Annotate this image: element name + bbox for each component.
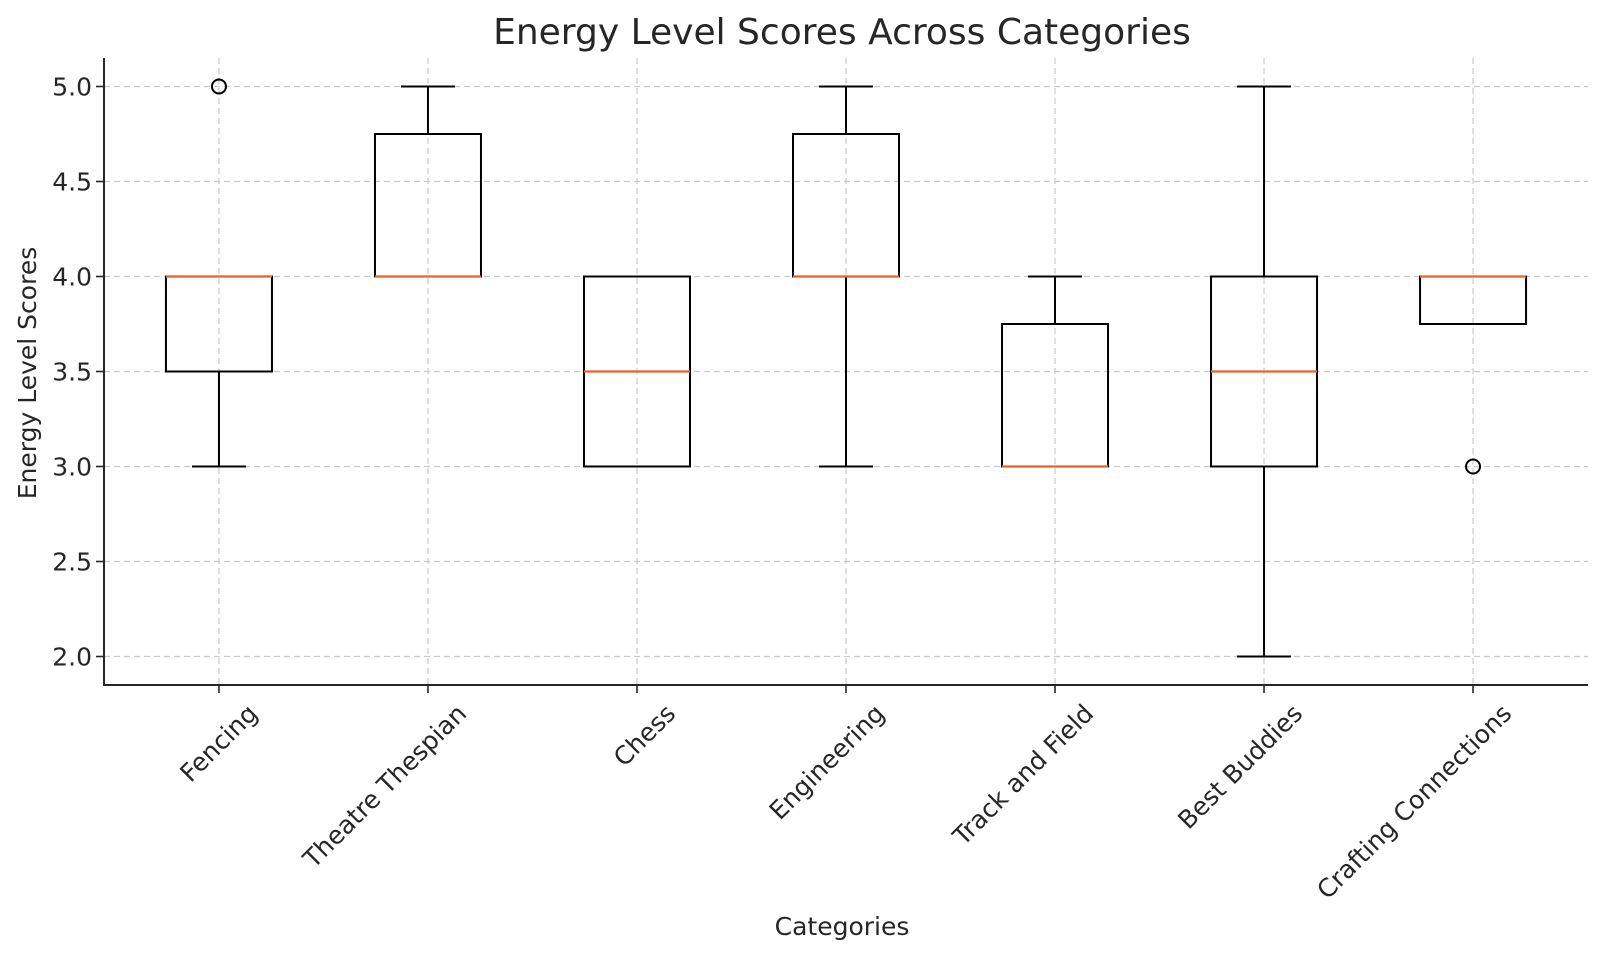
y-tick-label: 4.5 [52,168,92,197]
x-tick-label: Theatre Thespian [297,699,472,874]
y-tick-label: 3.5 [52,358,92,387]
chart-title: Energy Level Scores Across Categories [493,12,1191,53]
box-group [373,85,482,278]
box-iqr [373,133,482,278]
x-tick-label: Crafting Connections [1311,699,1517,905]
box-group [792,85,900,468]
axis-layer: 2.0 2.5 3.0 3.5 4.0 4.5 5.0 Fencing Theatre Thes… [52,58,1588,905]
y-tick-label: 4.0 [52,263,92,292]
box-layer [164,78,1528,658]
x-tick-label: Chess [608,699,681,772]
box-group [164,78,273,468]
box-iqr [1001,323,1110,468]
x-tick-label: Engineering [764,699,891,826]
x-tick-label: Track and Field [946,699,1099,852]
box-group [582,275,691,468]
box-group [1001,275,1110,468]
y-tick-label: 5.0 [52,73,92,102]
x-tick-label: Best Buddies [1172,699,1308,835]
y-axis-label: Energy Level Scores [13,247,42,499]
y-tick-label: 3.0 [52,453,92,482]
y-tick-label: 2.0 [52,643,92,672]
box-group [1419,275,1528,475]
outlier-point [210,78,227,95]
box-iqr [792,133,900,278]
x-tick-label: Fencing [174,699,263,788]
x-axis-label: Categories [775,912,910,941]
outlier-point [1465,458,1482,475]
y-tick-label: 2.5 [52,548,92,577]
box-group [1210,85,1319,658]
